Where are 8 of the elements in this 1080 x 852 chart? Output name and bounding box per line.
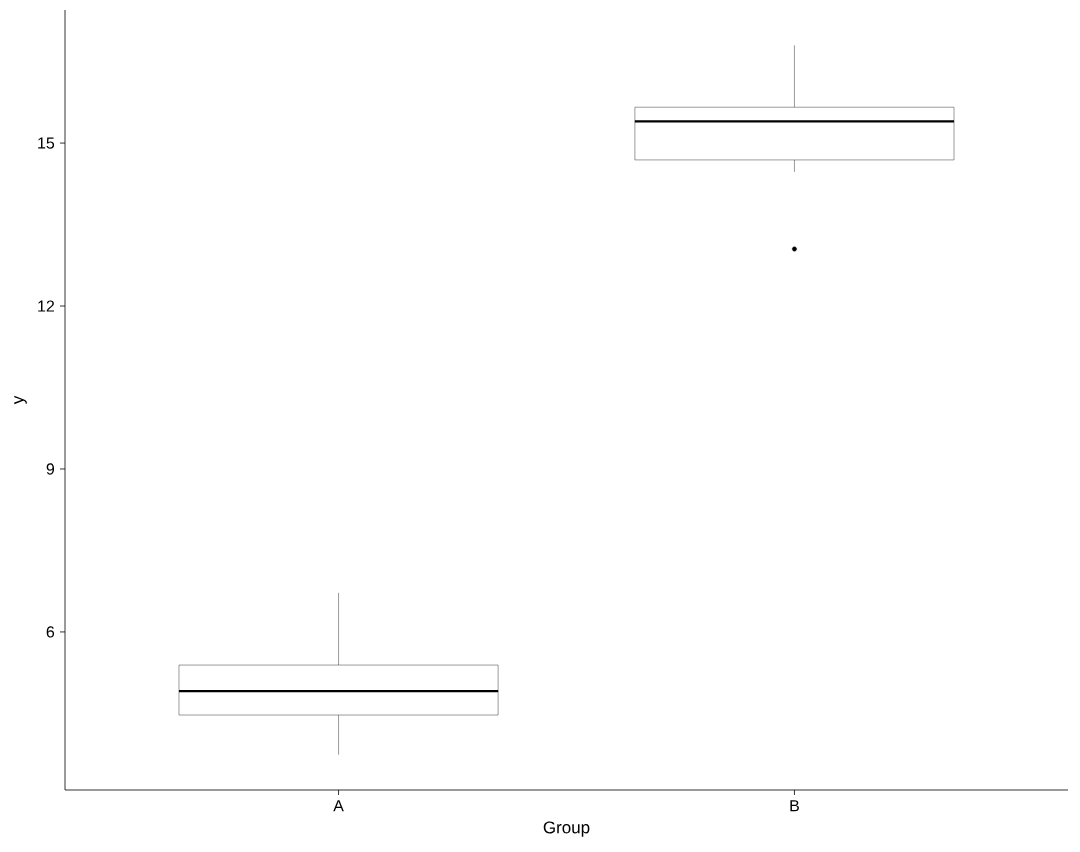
y-axis-title: y: [14, 395, 27, 405]
y-tick-label: 12: [38, 300, 54, 312]
y-tick-label: 6: [46, 626, 55, 638]
x-tick-label: B: [790, 800, 799, 812]
y-tick-label: 15: [38, 137, 55, 149]
x-tick-label: A: [333, 800, 344, 812]
y-tick-label: 9: [46, 463, 55, 475]
x-axis-title: Group: [543, 821, 590, 837]
